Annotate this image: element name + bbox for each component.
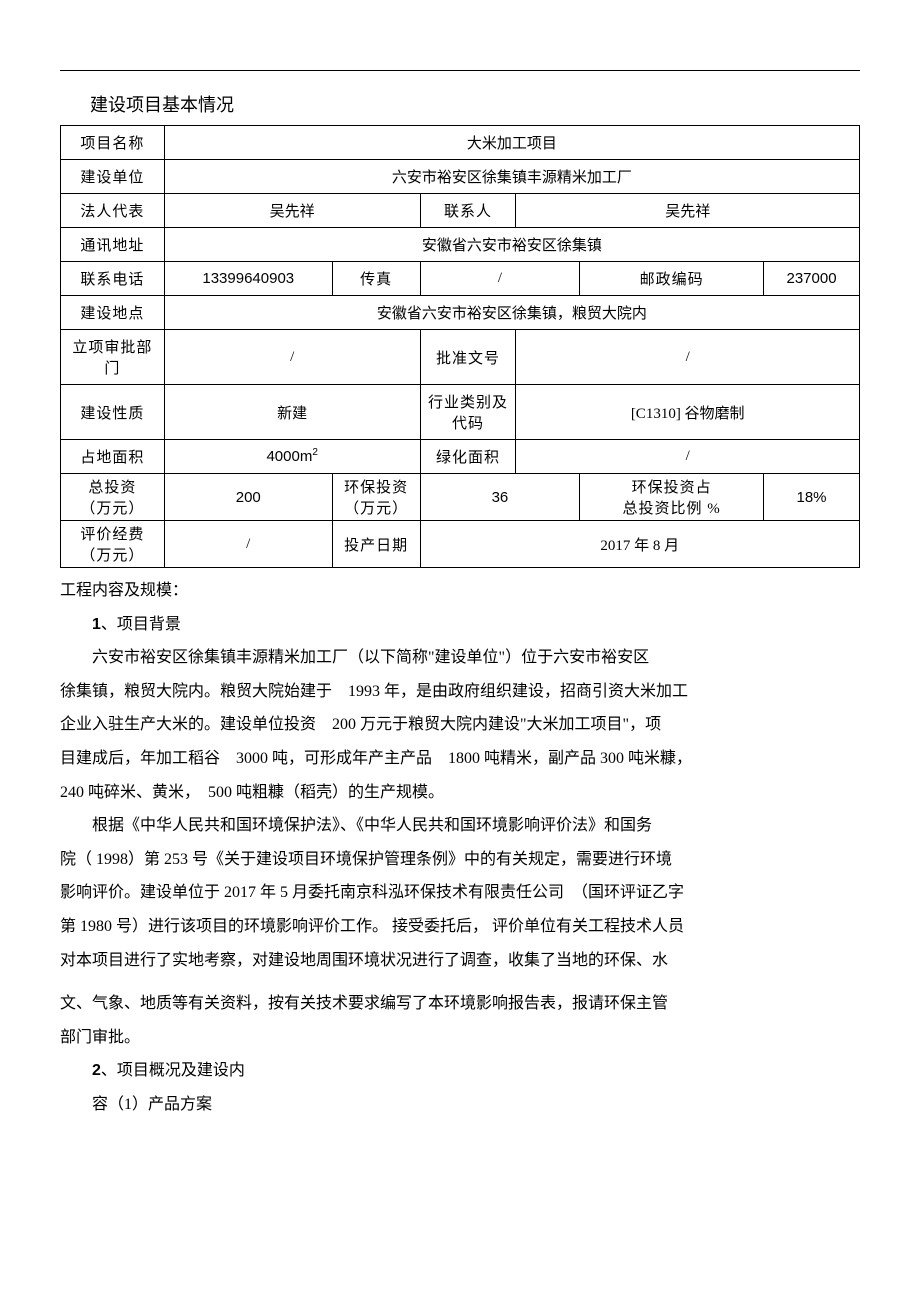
cell-label: 总投资 （万元） bbox=[61, 474, 165, 521]
cell-label: 联系电话 bbox=[61, 262, 165, 296]
cell-value: / bbox=[516, 440, 860, 474]
cell-value: 200 bbox=[164, 474, 332, 521]
cell-value: [C1310] 谷物磨制 bbox=[516, 385, 860, 440]
table-row: 建设地点 安徽省六安市裕安区徐集镇，粮贸大院内 bbox=[61, 296, 860, 330]
table-row: 通讯地址 安徽省六安市裕安区徐集镇 bbox=[61, 228, 860, 262]
para: 根据《中华人民共和国环境保护法》、《中华人民共和国环境影响评价法》和国务 bbox=[60, 809, 860, 843]
info-table: 项目名称 大米加工项目 建设单位 六安市裕安区徐集镇丰源精米加工厂 法人代表 吴… bbox=[60, 125, 860, 568]
para: 文、气象、地质等有关资料，按有关技术要求编写了本环境影响报告表，报请环保主管 bbox=[60, 987, 860, 1021]
sect-num: 1 bbox=[92, 616, 101, 633]
lbl2: （万元） bbox=[80, 501, 144, 517]
cell-value: / bbox=[164, 521, 332, 568]
cell-label: 行业类别及代码 bbox=[420, 385, 516, 440]
cell-label: 批准文号 bbox=[420, 330, 516, 385]
cell-value: 吴先祥 bbox=[164, 194, 420, 228]
cell-value: 六安市裕安区徐集镇丰源精米加工厂 bbox=[164, 160, 859, 194]
cell-value: 18% bbox=[764, 474, 860, 521]
para: 第 1980 号）进行该项目的环境影响评价工作。 接受委托后， 评价单位有关工程… bbox=[60, 910, 860, 944]
para: 240 吨碎米、黄米， 500 吨粗糠（稻壳）的生产规模。 bbox=[60, 776, 860, 810]
table-row: 占地面积 4000m2 绿化面积 / bbox=[61, 440, 860, 474]
cell-label: 建设性质 bbox=[61, 385, 165, 440]
cell-value: 237000 bbox=[764, 262, 860, 296]
cell-value: 新建 bbox=[164, 385, 420, 440]
cell-value: 大米加工项目 bbox=[164, 126, 859, 160]
cell-value: 13399640903 bbox=[164, 262, 332, 296]
para: 对本项目进行了实地考察，对建设地周围环境状况进行了调查，收集了当地的环保、水 bbox=[60, 944, 860, 978]
section-2: 2、项目概况及建设内 bbox=[60, 1054, 860, 1088]
cell-label: 建设单位 bbox=[61, 160, 165, 194]
cell-label: 通讯地址 bbox=[61, 228, 165, 262]
table-row: 联系电话 13399640903 传真 / 邮政编码 237000 bbox=[61, 262, 860, 296]
cell-label: 绿化面积 bbox=[420, 440, 516, 474]
top-rule bbox=[60, 70, 860, 71]
cell-label: 邮政编码 bbox=[580, 262, 764, 296]
page-title: 建设项目基本情况 bbox=[90, 91, 860, 117]
para: 影响评价。建设单位于 2017 年 5 月委托南京科泓环保技术有限责任公司 （国… bbox=[60, 876, 860, 910]
cell-label: 项目名称 bbox=[61, 126, 165, 160]
cell-label: 评价经费 （万元） bbox=[61, 521, 165, 568]
land-area-sup: 2 bbox=[312, 447, 318, 458]
table-row: 立项审批部门 / 批准文号 / bbox=[61, 330, 860, 385]
cell-label: 法人代表 bbox=[61, 194, 165, 228]
table-row: 项目名称 大米加工项目 bbox=[61, 126, 860, 160]
lbl2: （万元） bbox=[344, 501, 408, 517]
cell-label: 联系人 bbox=[420, 194, 516, 228]
sect-title: 、项目背景 bbox=[101, 616, 181, 633]
cell-value: 安徽省六安市裕安区徐集镇 bbox=[164, 228, 859, 262]
para: 容（1）产品方案 bbox=[60, 1088, 860, 1122]
land-area-val: 4000m bbox=[266, 448, 312, 465]
cell-value: 安徽省六安市裕安区徐集镇，粮贸大院内 bbox=[164, 296, 859, 330]
para: 目建成后，年加工稻谷 3000 吨，可形成年产主产品 1800 吨精米，副产品 … bbox=[60, 742, 860, 776]
cell-label: 立项审批部门 bbox=[61, 330, 165, 385]
section-1: 1、项目背景 bbox=[60, 608, 860, 642]
cell-label: 建设地点 bbox=[61, 296, 165, 330]
table-row: 建设单位 六安市裕安区徐集镇丰源精米加工厂 bbox=[61, 160, 860, 194]
para: 院（ 1998）第 253 号《关于建设项目环境保护管理条例》中的有关规定，需要… bbox=[60, 843, 860, 877]
lbl1: 总投资 bbox=[88, 480, 136, 496]
sect-title: 、项目概况及建设内 bbox=[101, 1062, 245, 1079]
table-row: 总投资 （万元） 200 环保投资 （万元） 36 环保投资占总投资比例 % 18% bbox=[61, 474, 860, 521]
cell-value: 4000m2 bbox=[164, 440, 420, 474]
table-row: 法人代表 吴先祥 联系人 吴先祥 bbox=[61, 194, 860, 228]
body-heading: 工程内容及规模： bbox=[60, 574, 860, 608]
cell-label: 传真 bbox=[332, 262, 420, 296]
cell-label: 环保投资占总投资比例 % bbox=[580, 474, 764, 521]
lbl2: 总投资比例 % bbox=[623, 501, 721, 517]
cell-value: / bbox=[516, 330, 860, 385]
sect-num: 2 bbox=[92, 1062, 101, 1079]
table-row: 评价经费 （万元） / 投产日期 2017 年 8 月 bbox=[61, 521, 860, 568]
table-row: 建设性质 新建 行业类别及代码 [C1310] 谷物磨制 bbox=[61, 385, 860, 440]
cell-label: 投产日期 bbox=[332, 521, 420, 568]
lbl1: 评价经费 bbox=[80, 527, 144, 543]
para: 六安市裕安区徐集镇丰源精米加工厂（以下简称"建设单位"）位于六安市裕安区 bbox=[60, 641, 860, 675]
cell-value: 2017 年 8 月 bbox=[420, 521, 859, 568]
lbl1: 环保投资 bbox=[344, 480, 408, 496]
para: 徐集镇，粮贸大院内。粮贸大院始建于 1993 年，是由政府组织建设，招商引资大米… bbox=[60, 675, 860, 709]
lbl2: （万元） bbox=[80, 548, 144, 564]
cell-value: / bbox=[164, 330, 420, 385]
para: 部门审批。 bbox=[60, 1021, 860, 1055]
cell-label: 环保投资 （万元） bbox=[332, 474, 420, 521]
body-text: 工程内容及规模： 1、项目背景 六安市裕安区徐集镇丰源精米加工厂（以下简称"建设… bbox=[60, 574, 860, 1122]
cell-value: 36 bbox=[420, 474, 580, 521]
lbl1: 环保投资占 bbox=[632, 480, 712, 496]
cell-label: 占地面积 bbox=[61, 440, 165, 474]
para: 企业入驻生产大米的。建设单位投资 200 万元于粮贸大院内建设"大米加工项目"，… bbox=[60, 708, 860, 742]
cell-value: / bbox=[420, 262, 580, 296]
cell-value: 吴先祥 bbox=[516, 194, 860, 228]
